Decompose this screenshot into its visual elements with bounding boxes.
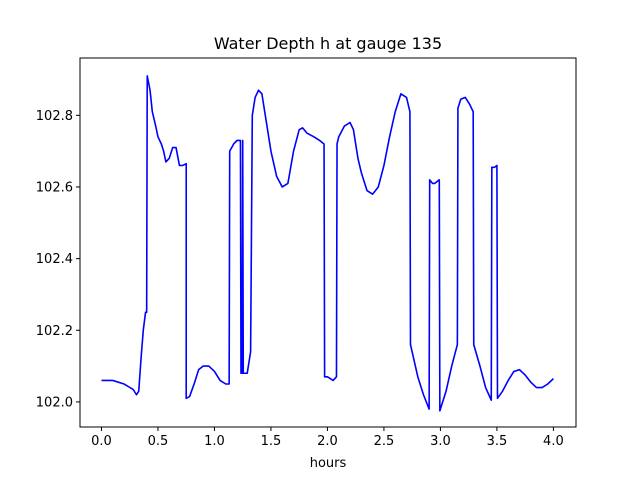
x-tick-label: 1.5 [261,434,282,449]
plot-background [80,58,576,427]
chart-title: Water Depth h at gauge 135 [214,34,442,53]
x-tick-label: 0.0 [91,434,112,449]
x-tick-label: 4.0 [543,434,564,449]
x-axis-label: hours [310,456,347,471]
y-tick-label: 102.8 [36,109,73,124]
y-tick-label: 102.4 [36,252,73,267]
series-line [101,75,554,412]
x-tick-label: 1.0 [204,434,225,449]
y-tick-label: 102.2 [36,324,73,339]
x-tick-label: 0.5 [148,434,169,449]
series-layer [101,75,554,412]
x-tick-label: 3.5 [487,434,508,449]
axis-ticks: 0.0 0.5 1.0 1.5 2.0 2.5 3.0 3.5 4.0 102.0 102.2 102… [36,109,564,449]
x-tick-label: 2.5 [374,434,395,449]
x-tick-label: 3.0 [430,434,451,449]
x-tick-label: 2.0 [317,434,338,449]
y-tick-label: 102.6 [36,180,73,195]
y-tick-label: 102.0 [36,395,73,410]
plot-frame [79,57,577,428]
